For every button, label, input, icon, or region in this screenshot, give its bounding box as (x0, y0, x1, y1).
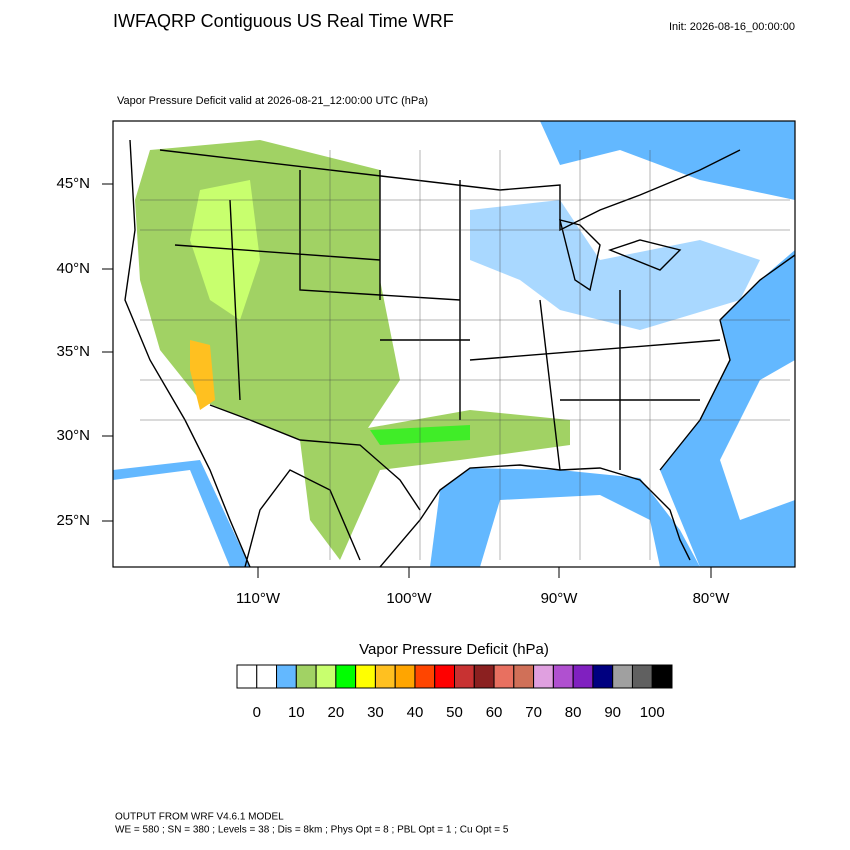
colorbar-box (493, 664, 515, 689)
pacific-dry (113, 470, 230, 567)
west-drier (190, 180, 260, 320)
colorbar-box (572, 664, 594, 689)
lat-label: 40°N (56, 260, 90, 277)
init-time: Init: 2026-08-16_00:00:00 (669, 21, 795, 33)
colorbar-box (513, 664, 535, 689)
colorbar-box (315, 664, 337, 689)
colorbar-box (276, 664, 297, 689)
texas-band (300, 410, 570, 560)
colorbar-box (434, 664, 455, 689)
subtitle: Vapor Pressure Deficit valid at 2026-08-… (117, 95, 428, 107)
colorbar-label: 40 (407, 704, 424, 721)
colorbar: 0 10 20 30 40 50 60 70 80 90 100 (236, 664, 673, 721)
lat-label: 35°N (56, 343, 90, 360)
colorbar-box (552, 664, 574, 689)
colorbar-label: 60 (486, 704, 503, 721)
colorbar-label: 90 (604, 704, 621, 721)
colorbar-box (236, 664, 258, 689)
colorbar-label: 80 (565, 704, 582, 721)
lat-label: 30°N (56, 427, 90, 444)
colorbar-label: 20 (328, 704, 345, 721)
gulf-dry (480, 495, 660, 567)
lakes (559, 219, 682, 292)
colorbar-label: 10 (288, 704, 305, 721)
lat-label: 25°N (56, 512, 90, 529)
lon-label: 90°W (541, 590, 579, 607)
colorbar-box (374, 664, 396, 689)
colorbar-label: 0 (253, 704, 261, 721)
colorbar-box (533, 664, 554, 689)
map-frame (112, 120, 796, 568)
atlantic-dry (720, 360, 795, 520)
colorbar-box (295, 664, 317, 689)
lat-label: 45°N (56, 175, 90, 192)
colorbar-box (592, 664, 614, 689)
coastline (124, 139, 795, 567)
colorbar-box (355, 664, 376, 689)
map: 45°N 40°N 35°N 30°N 25°N 110°W 100°W 90°… (56, 120, 796, 607)
west-hot (190, 340, 215, 410)
state-lines (174, 170, 721, 471)
colorbar-label: 50 (446, 704, 463, 721)
east-shading (470, 200, 760, 330)
colorbar-box (454, 664, 475, 689)
lon-label: 100°W (386, 590, 432, 607)
colorbar-box (256, 664, 278, 689)
lon-label: 80°W (693, 590, 731, 607)
colorbar-box (414, 664, 436, 689)
colorbar-box (335, 664, 357, 689)
colorbar-label: 100 (640, 704, 665, 721)
footer-line: WE = 580 ; SN = 380 ; Levels = 38 ; Dis … (115, 825, 509, 836)
colorbar-label: 30 (367, 704, 384, 721)
colorbar-box (612, 664, 633, 689)
lon-label: 110°W (236, 590, 281, 607)
ticks (102, 183, 712, 578)
colorbar-title: Vapor Pressure Deficit (hPa) (359, 641, 549, 658)
colorbar-box (473, 664, 495, 689)
county-lines (140, 150, 790, 560)
canada-shading (540, 121, 795, 200)
colorbar-box (394, 664, 416, 689)
title: IWFAQRP Contiguous US Real Time WRF (113, 11, 454, 31)
colorbar-box (651, 664, 673, 689)
footer-line: OUTPUT FROM WRF V4.6.1 MODEL (115, 812, 284, 823)
colorbar-box (631, 664, 653, 689)
colorbar-label: 70 (525, 704, 542, 721)
